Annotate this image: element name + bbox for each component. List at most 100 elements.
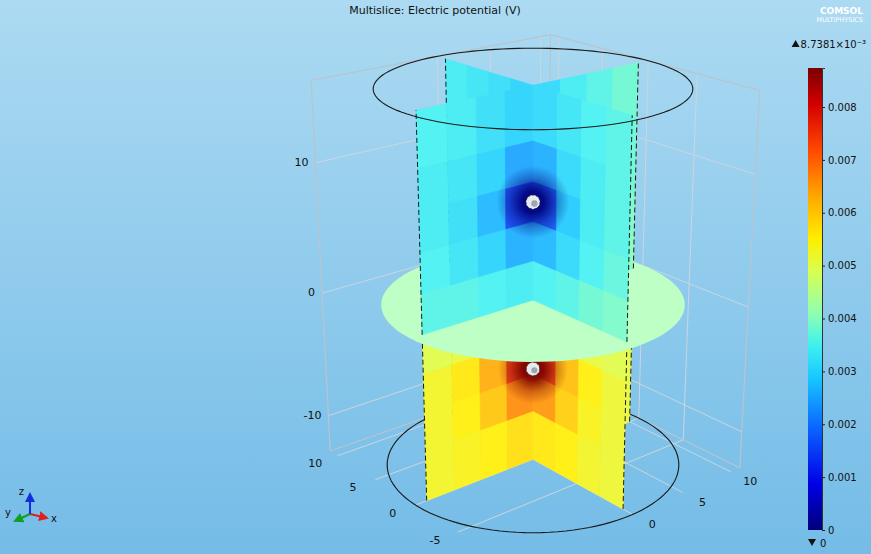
slice-cell [555, 423, 578, 483]
slice-cell [478, 269, 506, 317]
chart: -100100510-50510Multislice: Electric pot… [0, 0, 871, 554]
slice-cell [507, 412, 533, 470]
slice-cell [425, 441, 454, 501]
sphere [526, 195, 540, 209]
slice-cell [481, 421, 508, 479]
slice-cell [448, 155, 478, 204]
tick-label: 0 [649, 518, 656, 531]
tick: 0.003 [822, 366, 857, 377]
triad: x yz [5, 486, 57, 524]
sphere [526, 362, 540, 376]
sphere-shade [531, 367, 537, 373]
slice-cell [579, 281, 604, 331]
min-label: 0 [820, 538, 826, 549]
slice-cell [602, 291, 628, 342]
tick-label: 10 [294, 156, 308, 169]
slice-cell [506, 261, 533, 308]
slice-cell [600, 447, 625, 509]
slice-cell [555, 271, 579, 320]
tick: 0.008 [822, 102, 857, 113]
slice-edge [422, 335, 427, 501]
tick-label: 0 [308, 286, 315, 299]
slice-cell [533, 412, 555, 472]
tick-label: 0.002 [828, 419, 857, 430]
tick: 0.004 [822, 313, 857, 324]
tick-label: 5 [699, 496, 706, 509]
triad-label: z [19, 486, 24, 497]
tick-mark [822, 160, 825, 161]
tick-label: 0.006 [828, 207, 857, 218]
tick: 0.001 [822, 472, 857, 483]
tick-label: 0.004 [828, 313, 857, 324]
tick-label: 5 [349, 481, 356, 494]
tick-label: 0.008 [828, 102, 857, 113]
slice-cell [580, 100, 606, 166]
slice-cell [577, 435, 601, 496]
background [0, 0, 871, 554]
slice-cell [533, 85, 557, 149]
colorbar-axis: 0 0.001 0.002 0.003 0.004 0.005 0.006 0.007 0.00… [822, 69, 857, 536]
tick-label: 0.001 [828, 472, 857, 483]
cylinder-edge [373, 85, 693, 129]
tick-label: 0.007 [828, 155, 857, 166]
tick-mark [822, 477, 825, 478]
slice-cell [605, 107, 632, 174]
grid [315, 37, 755, 532]
tick-label: -10 [303, 409, 321, 422]
slice-cell [418, 161, 449, 211]
frame-line [311, 35, 760, 91]
sphere-shade [531, 200, 537, 206]
tick-label: 0.005 [828, 260, 857, 271]
slice-cell [448, 196, 477, 245]
tick-mark [822, 213, 825, 214]
tick-label: 0 [828, 525, 834, 536]
tick-mark [822, 530, 825, 531]
tick: 0.006 [822, 207, 857, 218]
slice-edge [627, 115, 632, 342]
grid-line [375, 48, 602, 479]
triad-label: y [5, 507, 11, 518]
tick-mark [822, 319, 825, 320]
triad-arrow [15, 514, 30, 521]
source-field [496, 165, 569, 238]
tick-mark [822, 266, 825, 267]
plot-area [311, 35, 760, 533]
tick: 0 [822, 525, 834, 536]
max-label: 8.7381×10⁻³ [801, 39, 866, 50]
frame-line [740, 90, 760, 467]
slice-cell [421, 286, 451, 335]
logo: COMSOL [820, 6, 863, 16]
tick-label: 0.003 [828, 366, 857, 377]
tick-mark [822, 107, 825, 108]
grid-line [415, 61, 648, 505]
slice-cell [419, 204, 450, 254]
slice-edge [633, 63, 638, 269]
cylinder-edge [374, 48, 692, 85]
tick-label: -5 [430, 534, 441, 547]
frame [311, 35, 760, 468]
min-marker [808, 539, 816, 546]
slice-edge [623, 342, 627, 509]
colorbar [808, 68, 822, 530]
slice-cell [453, 431, 481, 490]
tick-label: 10 [308, 457, 322, 470]
slice-cell [476, 91, 505, 154]
tick: 0.005 [822, 260, 857, 271]
slice-edge [416, 110, 422, 335]
triad-arrow [29, 494, 31, 514]
triad-label: x [51, 513, 57, 524]
max-marker [792, 40, 800, 47]
cylinder-edge [387, 459, 679, 532]
slice-cell [505, 85, 533, 147]
tick-label: 0 [389, 507, 396, 520]
tick-mark [822, 371, 825, 372]
axis-labels: -100100510-50510 [294, 156, 757, 548]
slice-cell [450, 278, 479, 326]
triad-arrow [30, 514, 47, 518]
title: Multislice: Electric potential (V) [349, 4, 521, 17]
tick: 0.002 [822, 419, 857, 430]
slice-cell [533, 261, 556, 310]
slice-cell [556, 92, 581, 157]
slice-cell [446, 97, 476, 161]
grid-line [540, 37, 731, 472]
